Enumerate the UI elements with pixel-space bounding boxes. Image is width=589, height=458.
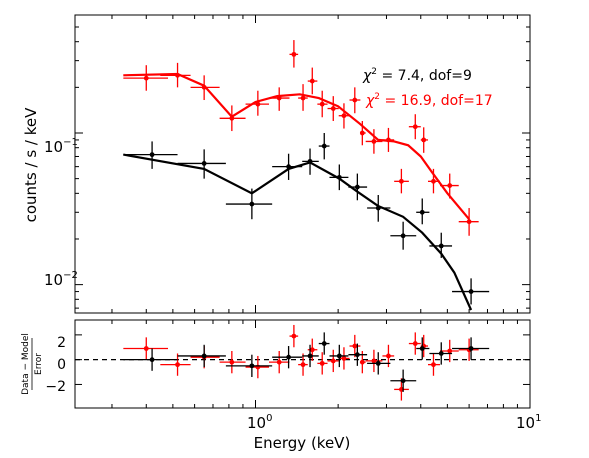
red-res-point [276,359,282,365]
residual-data [123,324,490,401]
xtick-label-1e1: 101 [516,413,541,432]
black-res-point [438,351,444,356]
black-res-point [400,378,406,384]
red-data-point [300,95,306,101]
red-res-point [341,356,347,361]
red-data-point [319,101,325,107]
black-res-point [307,353,313,359]
residual-y-axis-label: Data − Model Error [21,333,44,395]
red-res-point [386,353,391,359]
red-model-line [123,72,470,220]
y-axis-label: counts / s / keV [22,107,40,223]
red-res-point [319,360,325,366]
black-data-point [438,243,444,249]
red-data-point [359,130,365,136]
spectrum-ticks [75,15,531,313]
red-data-point [330,106,336,111]
black-res-point [201,353,207,359]
black-res-point [249,363,255,369]
chi2-red-annotation: χ2 = 16.9, dof=17 [365,92,493,109]
black-data-point [419,209,425,215]
black-model-line [123,153,473,311]
res-ytick-m2: −2 [45,379,66,395]
red-data-point [398,178,404,184]
res-ytick-2: 2 [57,335,66,351]
res-ytick-0: 0 [57,357,66,373]
black-res-point [286,354,292,360]
black-res-point [375,360,381,366]
red-data-point [412,124,418,130]
red-res-point [309,347,315,353]
spectrum-panel-frame [74,14,531,314]
residual-panel-frame [74,319,531,409]
red-res-point [352,343,358,349]
red-res-point [175,362,180,368]
red-data-point [143,75,149,81]
black-res-point [468,346,474,351]
red-data-point [255,101,261,107]
red-res-point [412,341,418,346]
red-data-point [371,139,377,144]
black-data-point [249,201,255,207]
black-res-point [149,357,155,363]
red-res-point [143,346,149,351]
red-data-point [447,183,453,188]
red-res-point [291,333,297,339]
red-res-point [431,362,436,368]
red-data-point [421,137,427,143]
black-res-point [354,352,360,358]
black-res-point [336,353,342,359]
red-res-point [371,358,377,364]
black-data-point [201,161,207,166]
xtick-label-1e0: 100 [247,413,272,432]
ytick-label-1e-1: 10−1 [44,137,78,156]
chi2-black-annotation: χ2 = 7.4, dof=9 [362,67,472,84]
red-data-point [431,178,436,184]
spectrum-data [123,40,490,311]
red-res-point [359,359,365,365]
red-data-point [309,78,315,84]
red-res-point [300,362,306,368]
red-res-point [229,359,235,365]
red-data-point [466,219,472,225]
black-data-point [468,289,474,294]
black-data-point [400,233,406,239]
black-res-point [419,346,425,351]
ytick-label-1e-2: 10−2 [44,270,78,289]
red-res-point [330,358,336,364]
black-data-point [321,143,327,149]
black-data-point [354,184,360,190]
red-data-point [352,97,358,103]
black-data-point [149,152,155,158]
red-data-point [291,51,297,57]
x-axis-label: Energy (keV) [254,434,351,452]
red-res-point [447,348,453,354]
red-data-point [341,113,347,119]
svg-text:Error: Error [34,353,44,375]
black-res-point [321,341,327,346]
svg-text:Data − Model: Data − Model [21,333,31,395]
